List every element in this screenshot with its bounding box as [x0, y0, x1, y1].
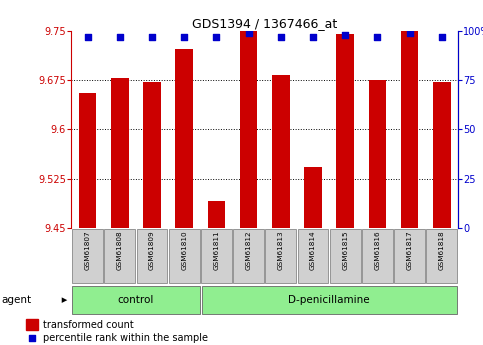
FancyBboxPatch shape — [169, 229, 199, 284]
FancyBboxPatch shape — [330, 229, 361, 284]
Text: GSM61815: GSM61815 — [342, 230, 348, 270]
FancyBboxPatch shape — [265, 229, 296, 284]
Bar — [111, 78, 128, 228]
FancyBboxPatch shape — [72, 286, 199, 314]
FancyBboxPatch shape — [362, 229, 393, 284]
Bar — [304, 167, 322, 228]
Point — [245, 30, 253, 36]
Text: GSM61810: GSM61810 — [181, 230, 187, 270]
Text: GSM61807: GSM61807 — [85, 230, 91, 270]
Bar — [272, 75, 290, 228]
Point — [406, 30, 413, 36]
Bar — [208, 201, 225, 228]
Bar — [26, 319, 38, 331]
FancyBboxPatch shape — [104, 229, 135, 284]
Bar — [175, 49, 193, 228]
FancyBboxPatch shape — [426, 229, 457, 284]
Text: percentile rank within the sample: percentile rank within the sample — [43, 333, 208, 343]
Point — [341, 32, 349, 38]
Text: GSM61818: GSM61818 — [439, 230, 445, 270]
Bar — [433, 81, 451, 228]
Text: GSM61817: GSM61817 — [407, 230, 412, 270]
FancyBboxPatch shape — [233, 229, 264, 284]
Point — [438, 34, 446, 40]
FancyBboxPatch shape — [201, 286, 457, 314]
FancyBboxPatch shape — [298, 229, 328, 284]
Text: GSM61814: GSM61814 — [310, 230, 316, 270]
Text: GSM61812: GSM61812 — [245, 230, 252, 270]
Text: D-penicillamine: D-penicillamine — [288, 295, 370, 305]
FancyBboxPatch shape — [72, 229, 103, 284]
FancyBboxPatch shape — [394, 229, 425, 284]
Bar — [240, 31, 257, 228]
Point — [309, 34, 317, 40]
Bar — [79, 93, 97, 228]
FancyBboxPatch shape — [201, 229, 232, 284]
Text: control: control — [118, 295, 154, 305]
Bar — [336, 34, 354, 228]
Bar — [369, 80, 386, 228]
Bar — [401, 31, 418, 228]
Point — [213, 34, 220, 40]
Title: GDS1394 / 1367466_at: GDS1394 / 1367466_at — [192, 17, 337, 30]
Point — [28, 335, 36, 341]
Text: transformed count: transformed count — [43, 320, 134, 329]
Point — [277, 34, 284, 40]
Point — [148, 34, 156, 40]
Text: GSM61809: GSM61809 — [149, 230, 155, 270]
Point — [84, 34, 91, 40]
Text: GSM61811: GSM61811 — [213, 230, 219, 270]
Bar — [143, 82, 161, 228]
Point — [180, 34, 188, 40]
FancyBboxPatch shape — [137, 229, 168, 284]
Text: GSM61813: GSM61813 — [278, 230, 284, 270]
Text: GSM61808: GSM61808 — [117, 230, 123, 270]
Text: agent: agent — [1, 295, 31, 305]
Point — [116, 34, 124, 40]
Point — [373, 34, 381, 40]
Text: GSM61816: GSM61816 — [374, 230, 381, 270]
